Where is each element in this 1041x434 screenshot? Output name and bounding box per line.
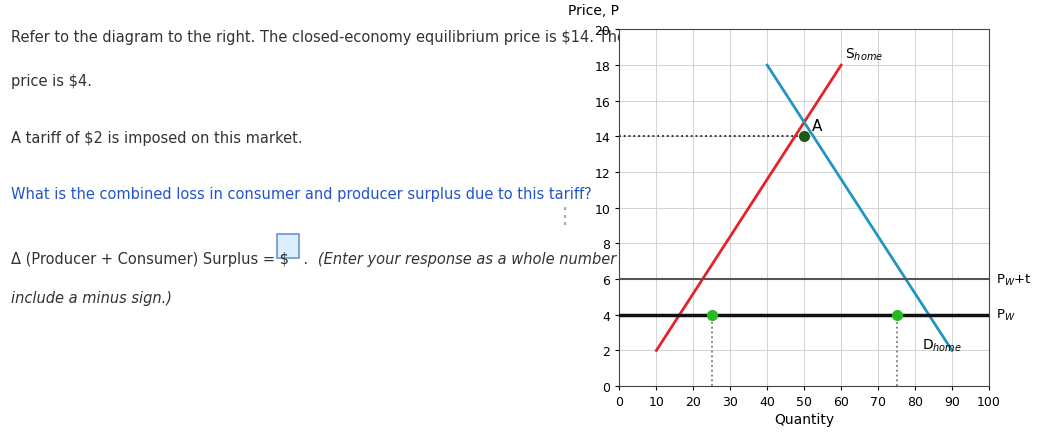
Text: A: A [812,118,822,134]
Text: S$_{home}$: S$_{home}$ [845,46,883,62]
FancyBboxPatch shape [277,234,299,258]
Text: P$_W$+t: P$_W$+t [996,272,1032,287]
Text: price is $4.: price is $4. [11,74,93,89]
Text: What is the combined loss in consumer and producer surplus due to this tariff?: What is the combined loss in consumer an… [11,187,592,201]
Text: .  (Enter your response as a whole number and: . (Enter your response as a whole number… [304,252,648,266]
Text: include a minus sign.): include a minus sign.) [11,291,172,306]
X-axis label: Quantity: Quantity [775,412,834,426]
Text: A tariff of $2 is imposed on this market.: A tariff of $2 is imposed on this market… [11,130,303,145]
Text: P$_W$: P$_W$ [996,308,1016,322]
Text: D$_{home}$: D$_{home}$ [922,336,962,353]
Text: Δ (Producer + Consumer) Surplus = $: Δ (Producer + Consumer) Surplus = $ [11,252,289,266]
Text: Refer to the diagram to the right. The closed-economy equilibrium price is $14. : Refer to the diagram to the right. The c… [11,30,671,45]
Text: Price, P: Price, P [567,4,618,18]
Text: ⋮: ⋮ [553,207,576,227]
